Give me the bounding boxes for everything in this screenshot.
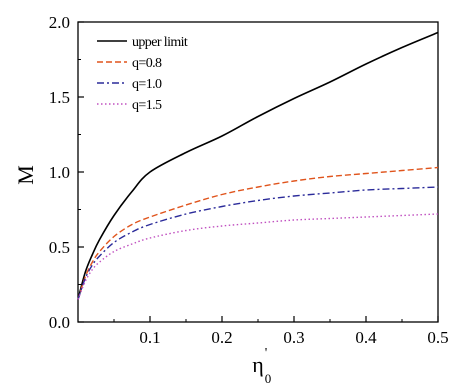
x-tick-label: 0.4 [355, 328, 377, 347]
series-line-2 [77, 186, 439, 300]
legend-label-0: upper limit [132, 35, 188, 50]
x-axis-ticks: 0.1 0.2 0.3 0.4 0.5 [113, 316, 449, 347]
y-axis-title: M [13, 165, 38, 185]
y-tick-label: 0.5 [49, 238, 70, 257]
x-axis-title-superscript: ' [265, 346, 268, 361]
legend-label-3: q=1.5 [132, 98, 162, 113]
legend-label-2: q=1.0 [132, 77, 162, 92]
x-tick-label: 0.1 [139, 328, 160, 347]
y-axis-ticks: 0.0 0.5 1.0 1.5 2.0 [49, 13, 84, 332]
x-tick-label: 0.5 [427, 328, 448, 347]
x-tick-label: 0.3 [283, 328, 304, 347]
legend-label-1: q=0.8 [132, 56, 162, 71]
series-layer [77, 31, 439, 300]
x-tick-label: 0.2 [211, 328, 232, 347]
x-axis-title-subscript: 0 [265, 371, 272, 385]
y-tick-label: 2.0 [49, 13, 70, 32]
series-line-0 [77, 31, 439, 300]
x-axis-title-symbol: η [252, 352, 264, 377]
series-line-1 [77, 166, 439, 300]
y-tick-label: 0.0 [49, 313, 70, 332]
legend: upper limit q=0.8 q=1.0 q=1.5 [97, 35, 189, 113]
y-tick-label: 1.5 [49, 88, 70, 107]
y-tick-label: 1.0 [49, 163, 70, 182]
series-line-3 [77, 213, 439, 300]
x-axis-title: η ' 0 [252, 346, 271, 385]
